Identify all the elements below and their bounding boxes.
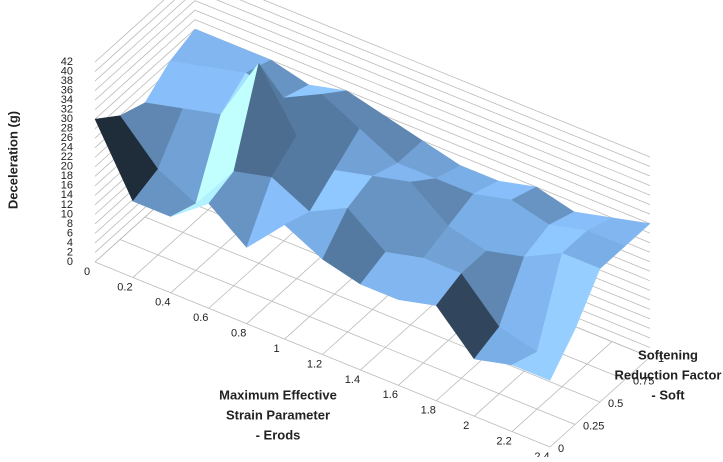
- floor-grid-line: [94, 261, 551, 448]
- z-tick-label: 12: [61, 199, 73, 211]
- back-grid-line: [194, 0, 651, 186]
- z-tick-label: 22: [61, 151, 73, 163]
- back-grid-line: [239, 0, 651, 167]
- z-tick-label: 24: [61, 142, 73, 154]
- x-tick-label: 0: [84, 266, 90, 278]
- side-grid-line: [94, 0, 176, 72]
- y-tick-label: 1: [658, 353, 664, 365]
- z-tick-label: 30: [61, 113, 73, 125]
- z-tick-label: 42: [61, 56, 73, 68]
- z-tick-label: 2: [67, 246, 73, 258]
- side-grid-line: [94, 0, 186, 82]
- z-tick-label: 14: [61, 189, 73, 201]
- x-tick-label: 1.4: [345, 374, 360, 386]
- x-tick-label: 0.4: [155, 297, 170, 309]
- z-tick-label: 38: [61, 75, 73, 87]
- x-tick-label: 2: [463, 420, 469, 432]
- surface: [94, 28, 651, 381]
- back-grid-line: [215, 0, 651, 177]
- z-tick-label: 28: [61, 123, 73, 135]
- z-axis-title: Deceleration (g): [5, 111, 20, 209]
- x-tick-label: 1.2: [307, 358, 322, 370]
- z-tick-label: 32: [61, 104, 73, 116]
- z-tick-label: 26: [61, 132, 73, 144]
- x-axis-title: Strain Parameter: [226, 407, 330, 422]
- y-tick-label: 0.5: [608, 398, 623, 410]
- x-tick-label: 1: [274, 343, 280, 355]
- back-grid-line: [194, 9, 651, 196]
- z-tick-label: 36: [61, 84, 73, 96]
- z-tick-label: 18: [61, 170, 73, 182]
- x-tick-label: 2.4: [534, 451, 549, 457]
- y-axis-title: Reduction Factor: [615, 367, 722, 382]
- y-axis-title: - Soft: [651, 387, 685, 402]
- y-tick-label: 0: [558, 443, 564, 455]
- z-tick-label: 4: [67, 237, 73, 249]
- side-grid-line: [94, 0, 196, 91]
- x-axis-title: Maximum Effective: [219, 387, 337, 402]
- x-tick-label: 0.6: [193, 312, 208, 324]
- y-tick-label: 0.25: [583, 420, 604, 432]
- floor-grid-line: [119, 239, 576, 425]
- side-grid-line: [94, 28, 196, 120]
- z-tick-label: 6: [67, 227, 73, 239]
- x-tick-label: 1.6: [383, 389, 398, 401]
- x-axis-title: - Erods: [256, 427, 301, 442]
- z-tick-label: 8: [67, 218, 73, 230]
- z-tick-label: 20: [61, 161, 73, 173]
- x-tick-label: 2.2: [496, 435, 511, 447]
- surface-patch: [511, 328, 576, 381]
- z-tick-label: 40: [61, 65, 73, 77]
- z-tick-label: 34: [61, 94, 73, 106]
- z-tick-label: 0: [67, 256, 73, 268]
- back-grid-line: [262, 0, 651, 158]
- z-tick-label: 16: [61, 180, 73, 192]
- side-grid-line: [94, 19, 196, 110]
- x-tick-label: 1.8: [421, 405, 436, 417]
- back-grid-line: [194, 19, 651, 205]
- floor-grid-line: [144, 216, 601, 403]
- side-grid-line: [94, 9, 196, 101]
- x-tick-label: 0.2: [117, 281, 132, 293]
- y-axis-title: Softening: [638, 347, 698, 362]
- side-grid-line: [94, 0, 165, 63]
- x-tick-label: 0.8: [231, 328, 246, 340]
- y-tick-label: 0.75: [633, 375, 654, 387]
- z-tick-label: 10: [61, 208, 73, 220]
